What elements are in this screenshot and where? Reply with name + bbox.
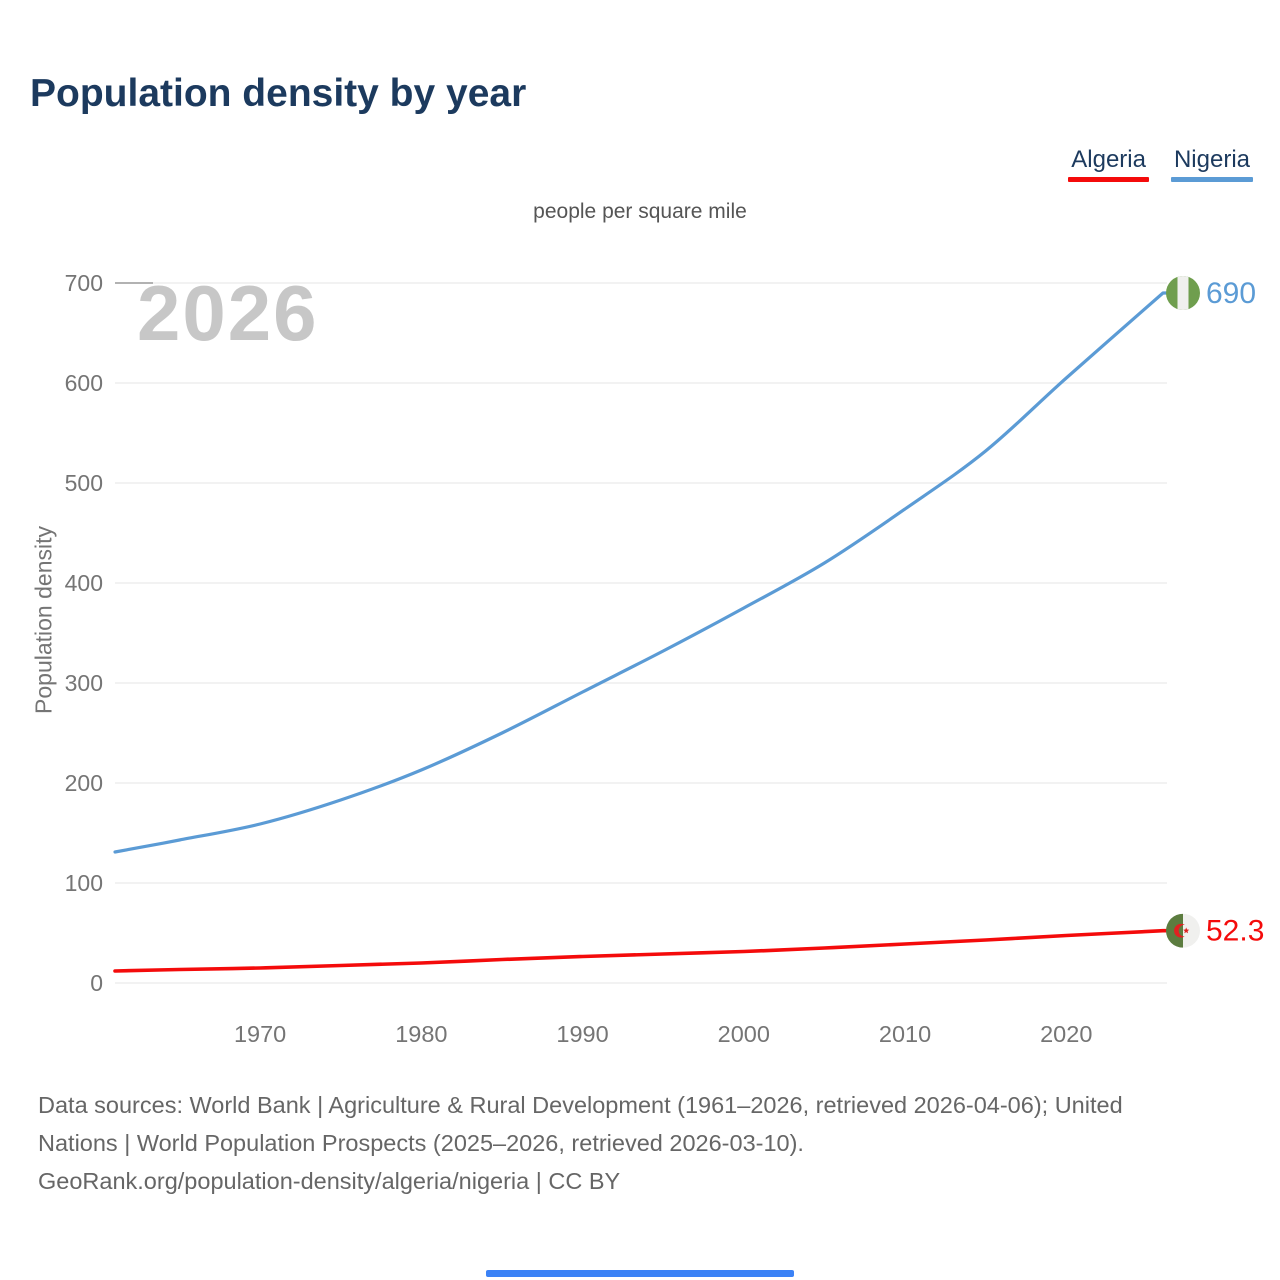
algeria-star — [1183, 927, 1190, 934]
legend-swatch-nigeria — [1170, 177, 1253, 182]
x-tick-label: 2020 — [1040, 1021, 1092, 1047]
source-line-2: Nations | World Population Prospects (20… — [38, 1130, 804, 1156]
legend-swatch-algeria — [1068, 177, 1149, 182]
data-source-note: Data sources: World Bank | Agriculture &… — [38, 1086, 1248, 1200]
legend-item-algeria[interactable]: Algeria — [1068, 146, 1149, 182]
y-tick-label: 200 — [65, 770, 103, 796]
y-tick-label: 600 — [65, 370, 103, 396]
algeria-crescent — [1174, 923, 1188, 938]
x-tick-label: 1990 — [556, 1021, 608, 1047]
legend-label-algeria: Algeria — [1071, 146, 1146, 173]
algeria-endpoint-value: 52.3 — [1206, 915, 1264, 948]
x-tick-label: 2000 — [718, 1021, 770, 1047]
legend: Algeria Nigeria — [1068, 146, 1253, 182]
x-tick-label: 1980 — [395, 1021, 447, 1047]
source-line-1: Data sources: World Bank | Agriculture &… — [38, 1092, 1123, 1118]
y-tick-label: 700 — [65, 270, 103, 296]
nigeria-endpoint-value: 690 — [1206, 277, 1256, 310]
y-tick-label: 0 — [90, 970, 103, 996]
y-tick-label: 400 — [65, 570, 103, 596]
chart-subtitle: people per square mile — [533, 200, 747, 223]
source-line-3: GeoRank.org/population-density/algeria/n… — [38, 1168, 621, 1194]
y-tick-label: 100 — [65, 870, 103, 896]
legend-item-nigeria[interactable]: Nigeria — [1170, 146, 1253, 182]
bottom-accent-bar — [486, 1270, 794, 1277]
y-tick-label: 500 — [65, 470, 103, 496]
nigeria-line — [113, 291, 1169, 854]
nigeria-flag-icon — [1166, 276, 1200, 310]
page-title: Population density by year — [30, 72, 527, 115]
watermark-year: 2026 — [137, 269, 319, 357]
x-tick-label: 1970 — [234, 1021, 286, 1047]
legend-label-nigeria: Nigeria — [1173, 146, 1250, 173]
x-tick-label: 2010 — [879, 1021, 931, 1047]
algeria-line — [113, 928, 1169, 973]
y-tick-label: 300 — [65, 670, 103, 696]
